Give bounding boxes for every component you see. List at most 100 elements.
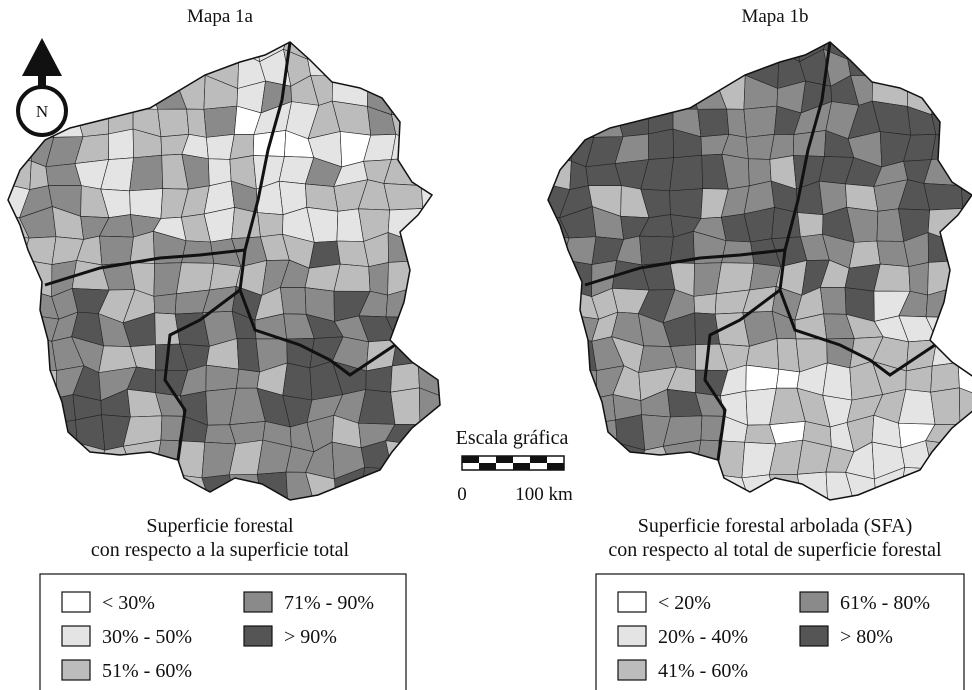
municipality <box>900 56 936 87</box>
municipality <box>909 262 929 295</box>
municipality <box>48 30 75 62</box>
municipality <box>959 388 972 425</box>
municipality <box>746 365 779 391</box>
municipality <box>187 109 207 137</box>
municipality <box>0 33 24 56</box>
figure: N Escala gráfica 0 100 km Mapa 1aSuperfi… <box>0 0 972 690</box>
municipality <box>124 54 159 85</box>
municipality <box>535 50 563 84</box>
municipality <box>728 32 750 53</box>
municipality <box>410 111 443 140</box>
municipality <box>877 241 909 267</box>
north-label: N <box>36 102 48 121</box>
municipality <box>391 134 422 159</box>
municipality <box>72 82 108 114</box>
municipality <box>777 339 800 372</box>
municipality <box>124 468 160 499</box>
municipality <box>103 497 135 526</box>
municipality <box>57 466 84 501</box>
municipality <box>335 28 361 56</box>
municipality <box>413 494 442 527</box>
municipality <box>928 233 958 263</box>
municipality <box>6 492 28 529</box>
municipality <box>533 336 568 373</box>
map-caption: Superficie forestal arbolada (SFA) <box>638 515 913 537</box>
municipality <box>698 109 729 137</box>
municipality <box>204 106 237 137</box>
municipality <box>441 103 474 135</box>
municipality <box>562 102 593 139</box>
municipality <box>386 441 420 475</box>
municipality <box>0 133 31 161</box>
municipality <box>587 51 615 88</box>
municipality <box>670 155 703 191</box>
municipality <box>562 81 592 112</box>
legend-label: < 30% <box>102 592 155 614</box>
municipality <box>99 236 133 265</box>
municipality <box>441 133 474 163</box>
legend-label: 61% - 80% <box>840 592 930 614</box>
municipality <box>797 472 827 503</box>
municipality <box>950 310 972 345</box>
municipality <box>76 415 105 450</box>
municipality <box>205 32 239 52</box>
municipality <box>158 109 189 137</box>
municipality <box>924 183 963 210</box>
municipality <box>383 494 421 526</box>
municipality <box>176 263 213 294</box>
municipality <box>746 134 774 159</box>
municipality <box>931 134 962 159</box>
municipality <box>640 23 667 54</box>
municipality <box>206 365 239 391</box>
municipality <box>156 468 184 497</box>
municipality <box>640 51 665 85</box>
municipality <box>257 472 287 503</box>
municipality <box>768 27 800 62</box>
municipality <box>391 388 420 425</box>
municipality <box>560 336 596 371</box>
municipality <box>0 336 28 373</box>
municipality <box>438 346 475 375</box>
municipality <box>932 77 957 115</box>
legend-label: 20% - 40% <box>658 626 748 648</box>
municipality <box>745 32 779 52</box>
municipality <box>421 155 446 189</box>
municipality <box>722 241 754 264</box>
legend-label: 71% - 90% <box>284 592 374 614</box>
municipalities <box>533 23 972 530</box>
municipality <box>638 468 674 499</box>
municipality <box>438 238 472 267</box>
municipality <box>2 155 32 190</box>
municipality <box>100 82 133 109</box>
municipality <box>124 23 159 58</box>
municipality <box>932 340 958 366</box>
municipality <box>900 33 931 60</box>
municipality <box>357 494 387 526</box>
municipality <box>418 208 447 243</box>
municipality <box>0 50 22 84</box>
municipality <box>931 363 960 393</box>
municipality <box>386 29 412 60</box>
municipality <box>665 81 698 110</box>
municipality <box>309 241 340 268</box>
municipality <box>845 184 878 211</box>
municipality <box>149 54 188 88</box>
legend-swatch <box>62 660 90 680</box>
municipality <box>436 475 472 503</box>
municipality <box>849 241 880 268</box>
municipality <box>561 30 596 62</box>
legend-swatch <box>244 592 272 612</box>
municipality <box>410 310 449 345</box>
municipality <box>157 30 188 58</box>
municipality <box>874 264 910 291</box>
municipality <box>694 294 717 314</box>
municipality <box>716 263 753 294</box>
map <box>533 23 972 530</box>
municipality <box>202 475 234 504</box>
map-title: Mapa 1b <box>741 6 808 27</box>
municipality <box>58 443 84 478</box>
municipality <box>689 54 728 88</box>
scale-start: 0 <box>457 484 467 505</box>
municipality <box>337 241 369 267</box>
legend-swatch <box>244 626 272 646</box>
